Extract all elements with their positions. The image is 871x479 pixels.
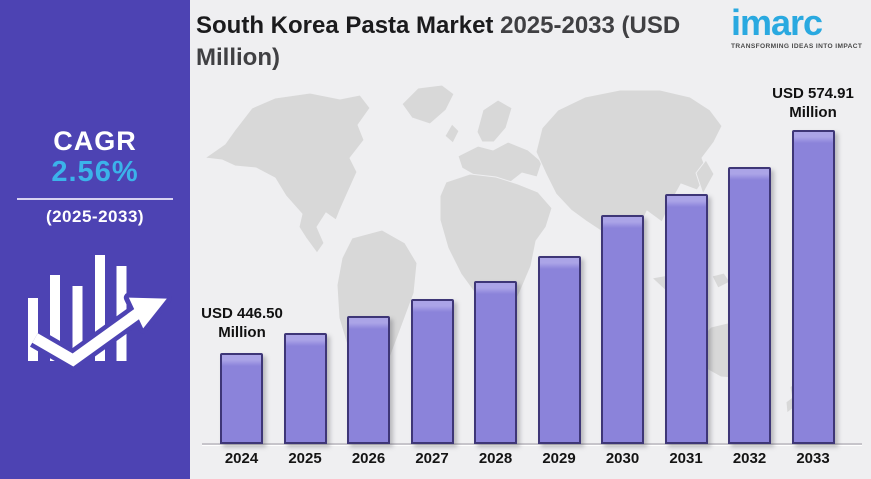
data-label-2033-unit: Million — [789, 104, 837, 121]
chart-title-main: South Korea Pasta Market — [196, 12, 494, 39]
growth-chart-icon — [28, 255, 172, 372]
imarc-logo-wordmark: imarc — [731, 2, 823, 43]
x-axis-label-2026: 2026 — [351, 450, 386, 467]
data-label-2024-value: USD 446.50 — [201, 305, 283, 322]
cagr-period: (2025-2033) — [45, 207, 145, 226]
bar-2031 — [664, 194, 708, 444]
bar-2026 — [347, 316, 390, 444]
imarc-logo-tagline: TRANSFORMING IDEAS INTO IMPACT — [731, 43, 863, 50]
bar-2024 — [220, 353, 263, 444]
data-label-2033: USD 574.91 Million — [765, 84, 861, 122]
x-axis-label-2027: 2027 — [415, 450, 449, 467]
cagr-label: CAGR — [53, 126, 137, 156]
bar-2028 — [474, 281, 517, 444]
imarc-logo: imarc TRANSFORMING IDEAS INTO IMPACT — [731, 2, 863, 51]
bar-2032 — [728, 167, 771, 444]
chart-title: South Korea Pasta Market 2025-2033 (USD … — [196, 10, 756, 74]
data-label-2024: USD 446.50 Million — [192, 304, 292, 342]
x-axis-label-2028: 2028 — [478, 450, 513, 467]
bar-2027 — [410, 299, 454, 444]
bar-2030 — [601, 215, 644, 444]
bar-chart: 2024 2025 2026 2027 2028 2029 2030 2031 2032 2033… — [190, 80, 871, 479]
cagr-panel: CAGR 2.56% (2025-2033) — [0, 0, 190, 479]
cagr-value: 2.56% — [51, 156, 139, 188]
x-axis-label-2024: 2024 — [224, 450, 259, 467]
x-axis-label-2025: 2025 — [288, 450, 322, 467]
x-axis-label-2031: 2031 — [669, 450, 703, 467]
x-axis-line — [202, 443, 862, 445]
data-label-2033-value: USD 574.91 — [772, 85, 854, 102]
x-axis-label-2032: 2032 — [732, 450, 767, 467]
x-axis-label-2030: 2030 — [605, 450, 640, 467]
x-axis-label-2033: 2033 — [796, 450, 830, 467]
divider — [17, 198, 173, 200]
data-label-2024-unit: Million — [218, 324, 266, 341]
chart-title-period: 2025-2033 (USD Million) — [196, 12, 681, 71]
bar-2029 — [537, 256, 581, 444]
bar-2033 — [791, 130, 835, 444]
x-axis-label-2029: 2029 — [542, 450, 576, 467]
bar-2025 — [283, 333, 327, 444]
